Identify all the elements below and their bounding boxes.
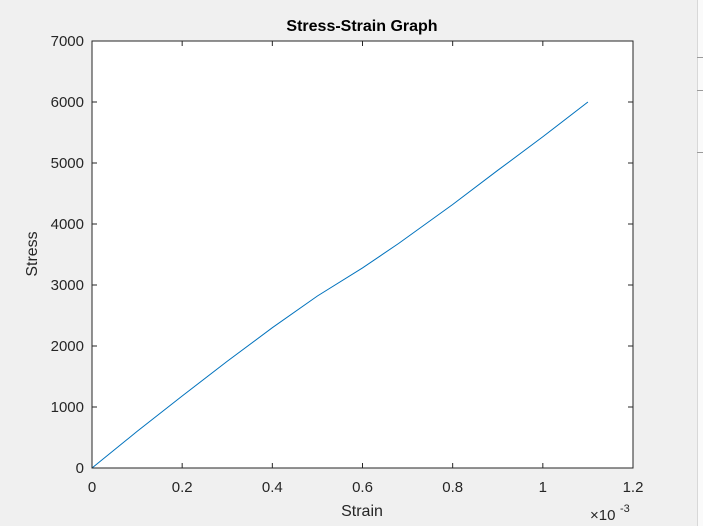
series-line	[91, 101, 589, 469]
window-edge	[697, 0, 703, 526]
x-tick-label: 0.6	[352, 479, 373, 496]
y-tick-label: 5000	[51, 155, 84, 172]
plot-area	[92, 41, 633, 468]
y-tick-label: 1000	[51, 399, 84, 416]
x-tick-label: 0.2	[172, 479, 193, 496]
y-tick-label: 4000	[51, 216, 84, 233]
x-tick-label: 0	[88, 479, 96, 496]
x-tick-label: 1	[539, 479, 547, 496]
edge-tick	[697, 90, 703, 91]
y-tick-label: 0	[76, 460, 84, 477]
y-tick-label: 7000	[51, 33, 84, 50]
x-axis-label: Strain	[341, 503, 383, 520]
edge-tick	[697, 152, 703, 153]
y-tick-label: 3000	[51, 277, 84, 294]
y-axis-label: Stress	[24, 231, 41, 276]
x-multiplier-exponent: -3	[620, 503, 630, 515]
y-tick-label: 6000	[51, 94, 84, 111]
x-tick-label: 0.8	[442, 479, 463, 496]
y-tick-label: 2000	[51, 338, 84, 355]
x-tick-label: 0.4	[262, 479, 283, 496]
edge-tick	[697, 57, 703, 58]
x-multiplier-base: ×10	[590, 507, 615, 524]
x-tick-label: 1.2	[623, 479, 644, 496]
chart-title: Stress-Strain Graph	[286, 18, 437, 35]
x-exponent-label: ×10 -3	[590, 503, 630, 524]
